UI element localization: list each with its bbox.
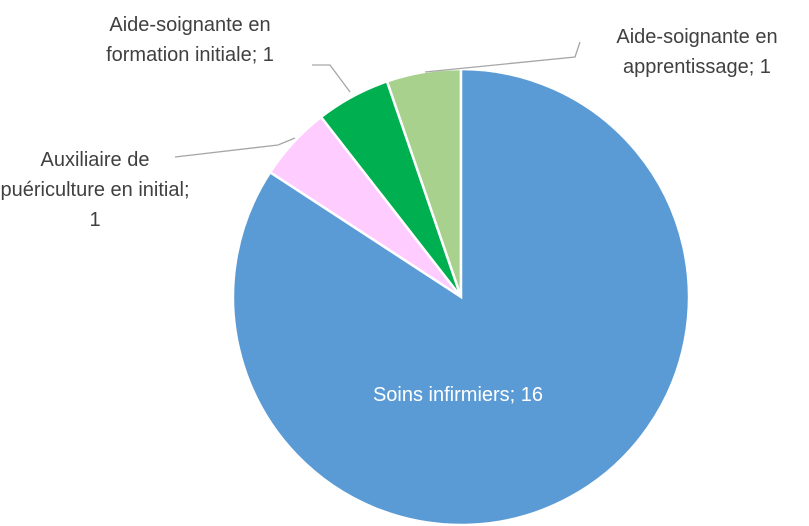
data-label: Soins infirmiers; 16 — [372, 384, 544, 406]
data-label: Aide-soignante en formation initiale; 1 — [106, 14, 274, 66]
pie-slice — [231, 67, 691, 526]
data-label: Aide-soignante en apprentissage; 1 — [616, 26, 778, 78]
leader-line — [312, 64, 351, 93]
leader-line — [424, 41, 581, 73]
leader-line — [174, 137, 296, 158]
data-label: Auxiliaire de puériculture en initial; 1 — [0, 149, 190, 231]
